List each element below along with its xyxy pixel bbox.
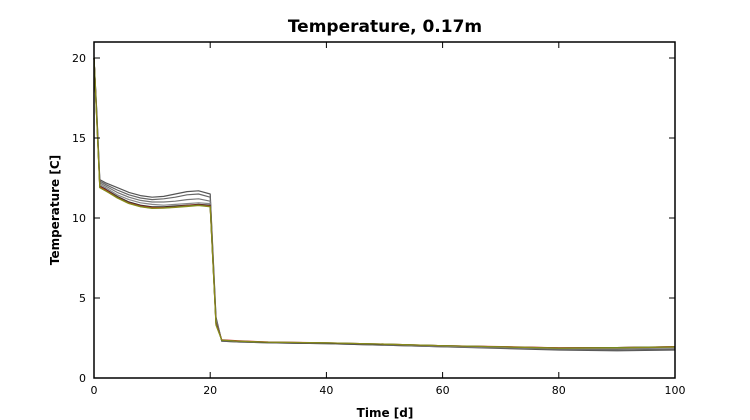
y-tick-label: 0	[79, 372, 86, 385]
series-line-7	[93, 57, 676, 349]
series-line-4	[93, 57, 676, 349]
y-axis-label: Temperature [C]	[48, 155, 62, 265]
x-tick-label: 60	[436, 384, 450, 397]
series-line-8	[93, 57, 676, 349]
y-tick-label: 10	[72, 212, 86, 225]
x-tick-label: 80	[552, 384, 566, 397]
x-tick-label: 40	[319, 384, 333, 397]
x-tick-label: 20	[203, 384, 217, 397]
y-tick-label: 15	[72, 132, 86, 145]
x-tick-label: 100	[665, 384, 686, 397]
y-tick-label: 20	[72, 52, 86, 65]
chart-title: Temperature, 0.17m	[288, 17, 482, 37]
plot-frame	[93, 41, 676, 379]
x-tick-label: 0	[91, 384, 98, 397]
y-tick-label: 5	[79, 292, 86, 305]
axis-ticks: 0 20 40 60 80 100 0 5 10 15 20	[72, 42, 686, 397]
series-line-5	[93, 57, 676, 349]
series-line-6	[93, 57, 676, 349]
plot-lines	[93, 57, 676, 352]
x-axis-label: Time [d]	[357, 406, 414, 420]
